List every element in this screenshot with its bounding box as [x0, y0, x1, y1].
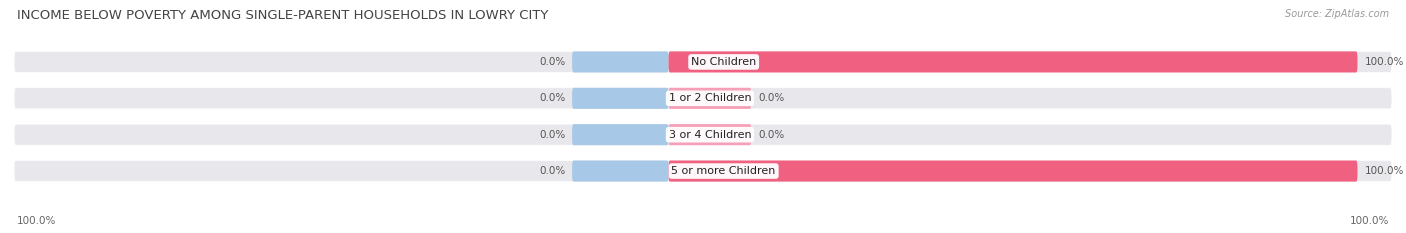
Text: 0.0%: 0.0% [538, 130, 565, 140]
FancyBboxPatch shape [14, 124, 1392, 145]
Text: 100.0%: 100.0% [1364, 166, 1403, 176]
FancyBboxPatch shape [572, 51, 669, 72]
Text: 0.0%: 0.0% [538, 93, 565, 103]
Text: 0.0%: 0.0% [538, 166, 565, 176]
FancyBboxPatch shape [14, 161, 1392, 182]
FancyBboxPatch shape [572, 124, 669, 145]
FancyBboxPatch shape [572, 161, 669, 182]
Text: 0.0%: 0.0% [758, 130, 785, 140]
Text: No Children: No Children [690, 57, 756, 67]
Text: 0.0%: 0.0% [538, 57, 565, 67]
Text: 3 or 4 Children: 3 or 4 Children [669, 130, 751, 140]
Text: 100.0%: 100.0% [1350, 216, 1389, 226]
FancyBboxPatch shape [669, 124, 751, 145]
Text: 5 or more Children: 5 or more Children [672, 166, 776, 176]
Text: Source: ZipAtlas.com: Source: ZipAtlas.com [1285, 9, 1389, 19]
FancyBboxPatch shape [14, 88, 1392, 109]
FancyBboxPatch shape [572, 88, 669, 109]
Text: 100.0%: 100.0% [17, 216, 56, 226]
Text: 0.0%: 0.0% [758, 93, 785, 103]
Text: 100.0%: 100.0% [1364, 57, 1403, 67]
FancyBboxPatch shape [669, 88, 751, 109]
FancyBboxPatch shape [14, 51, 1392, 72]
FancyBboxPatch shape [669, 51, 1358, 72]
Text: 1 or 2 Children: 1 or 2 Children [669, 93, 751, 103]
Text: INCOME BELOW POVERTY AMONG SINGLE-PARENT HOUSEHOLDS IN LOWRY CITY: INCOME BELOW POVERTY AMONG SINGLE-PARENT… [17, 9, 548, 22]
FancyBboxPatch shape [669, 161, 1358, 182]
